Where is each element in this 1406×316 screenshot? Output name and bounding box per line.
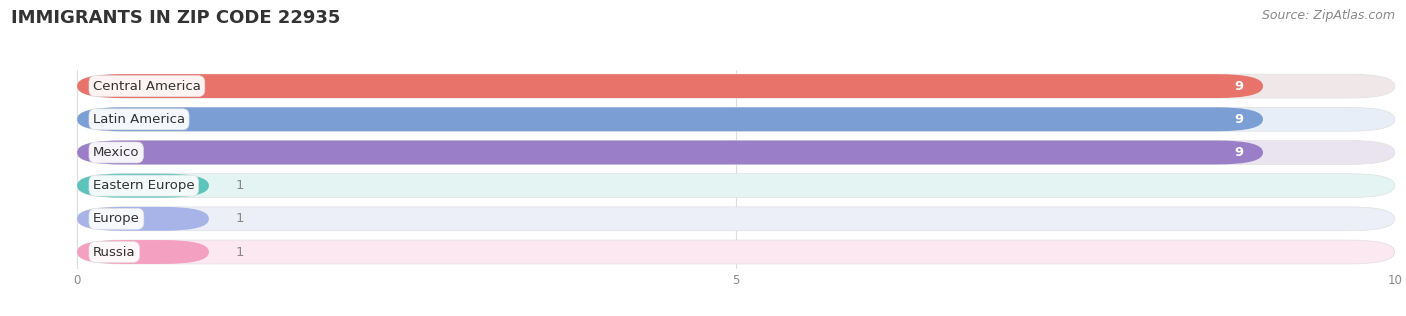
FancyBboxPatch shape — [77, 141, 1263, 164]
FancyBboxPatch shape — [77, 74, 1263, 98]
FancyBboxPatch shape — [77, 74, 1395, 98]
Text: Europe: Europe — [93, 212, 139, 225]
FancyBboxPatch shape — [77, 174, 1395, 198]
Text: 9: 9 — [1234, 80, 1243, 93]
FancyBboxPatch shape — [77, 107, 1395, 131]
Text: Mexico: Mexico — [93, 146, 139, 159]
Text: Latin America: Latin America — [93, 113, 186, 126]
FancyBboxPatch shape — [77, 107, 1263, 131]
FancyBboxPatch shape — [77, 141, 1395, 164]
Text: 9: 9 — [1234, 113, 1243, 126]
Text: 1: 1 — [235, 179, 243, 192]
Text: 1: 1 — [235, 212, 243, 225]
FancyBboxPatch shape — [77, 207, 209, 231]
FancyBboxPatch shape — [77, 207, 1395, 231]
FancyBboxPatch shape — [77, 174, 209, 198]
Text: Source: ZipAtlas.com: Source: ZipAtlas.com — [1261, 9, 1395, 22]
Text: 1: 1 — [235, 246, 243, 258]
FancyBboxPatch shape — [77, 240, 209, 264]
Text: 9: 9 — [1234, 146, 1243, 159]
Text: Russia: Russia — [93, 246, 135, 258]
FancyBboxPatch shape — [77, 240, 1395, 264]
Text: Central America: Central America — [93, 80, 201, 93]
Text: IMMIGRANTS IN ZIP CODE 22935: IMMIGRANTS IN ZIP CODE 22935 — [11, 9, 340, 27]
Text: Eastern Europe: Eastern Europe — [93, 179, 194, 192]
